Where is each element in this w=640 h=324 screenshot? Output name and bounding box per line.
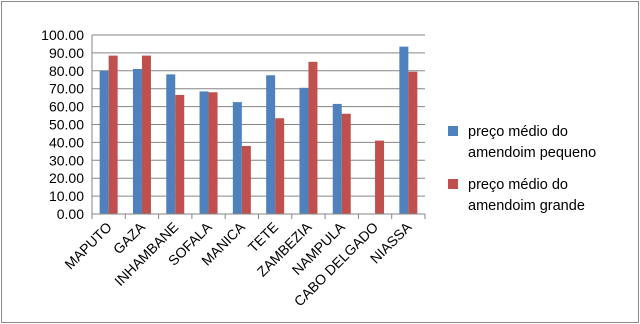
y-tick-label: 10.00 [49,188,84,204]
bar [332,103,342,214]
axes [91,35,426,219]
legend-swatch [448,179,458,189]
y-tick-label: 20.00 [49,170,84,186]
bar [175,94,185,214]
legend-swatch [448,126,458,136]
bar [341,113,351,214]
legend-label: preço médio do [468,124,568,140]
bar [166,74,176,214]
bar [108,55,118,215]
bars [99,46,418,215]
y-tick-label: 90.00 [49,45,84,61]
bar [241,145,251,214]
y-tick-label: 30.00 [49,152,84,168]
y-tick-label: 0.00 [57,206,84,222]
bar [266,75,276,215]
bar [299,87,309,214]
y-tick-label: 70.00 [49,81,84,97]
legend-label: amendoim grande [468,198,585,214]
bar [408,71,418,214]
legend: preço médio do amendoim pequeno preço médi… [448,124,596,214]
y-tick-label: 100.00 [41,27,84,43]
x-category-labels: MAPUTOGAZAINHAMBANESOFALAMANICATETEZAMBE… [61,218,415,309]
bar [208,92,218,214]
legend-label: preço médio do [468,177,568,193]
bar [308,61,318,214]
bar [99,70,109,214]
y-tick-label: 60.00 [49,99,84,115]
y-tick-label: 80.00 [49,63,84,79]
y-tick-label: 40.00 [49,134,84,150]
x-category-label: MAPUTO [61,219,115,273]
y-tick-label: 50.00 [49,117,84,133]
legend-label: amendoim pequeno [468,145,596,161]
bar [399,46,409,215]
bar [375,140,385,214]
bar [275,118,285,214]
bar [132,69,142,214]
bar [199,91,209,214]
bar [141,55,151,215]
bar [232,102,242,214]
